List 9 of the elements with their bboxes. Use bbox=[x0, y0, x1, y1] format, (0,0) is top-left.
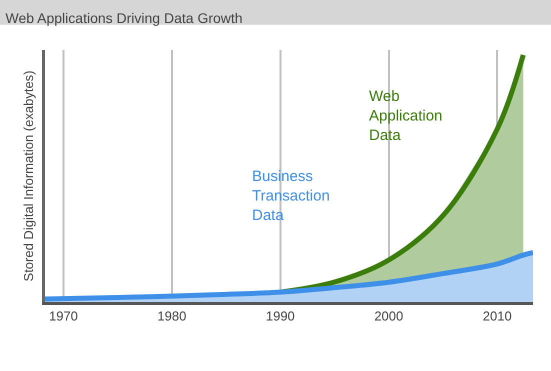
chart-title: Web Applications Driving Data Growth bbox=[6, 10, 243, 26]
y-axis-title: Stored Digital Information (exabytes) bbox=[20, 70, 36, 282]
text: Web Application Data bbox=[369, 88, 442, 144]
text: Business Transaction Data bbox=[252, 168, 330, 224]
x-tick-label: 1980 bbox=[157, 308, 186, 324]
x-tick-label: 2010 bbox=[482, 308, 512, 324]
x-tick-label: 2000 bbox=[374, 308, 404, 324]
x-tick-label: 1970 bbox=[48, 308, 78, 324]
x-tick-label: 1990 bbox=[266, 308, 295, 324]
